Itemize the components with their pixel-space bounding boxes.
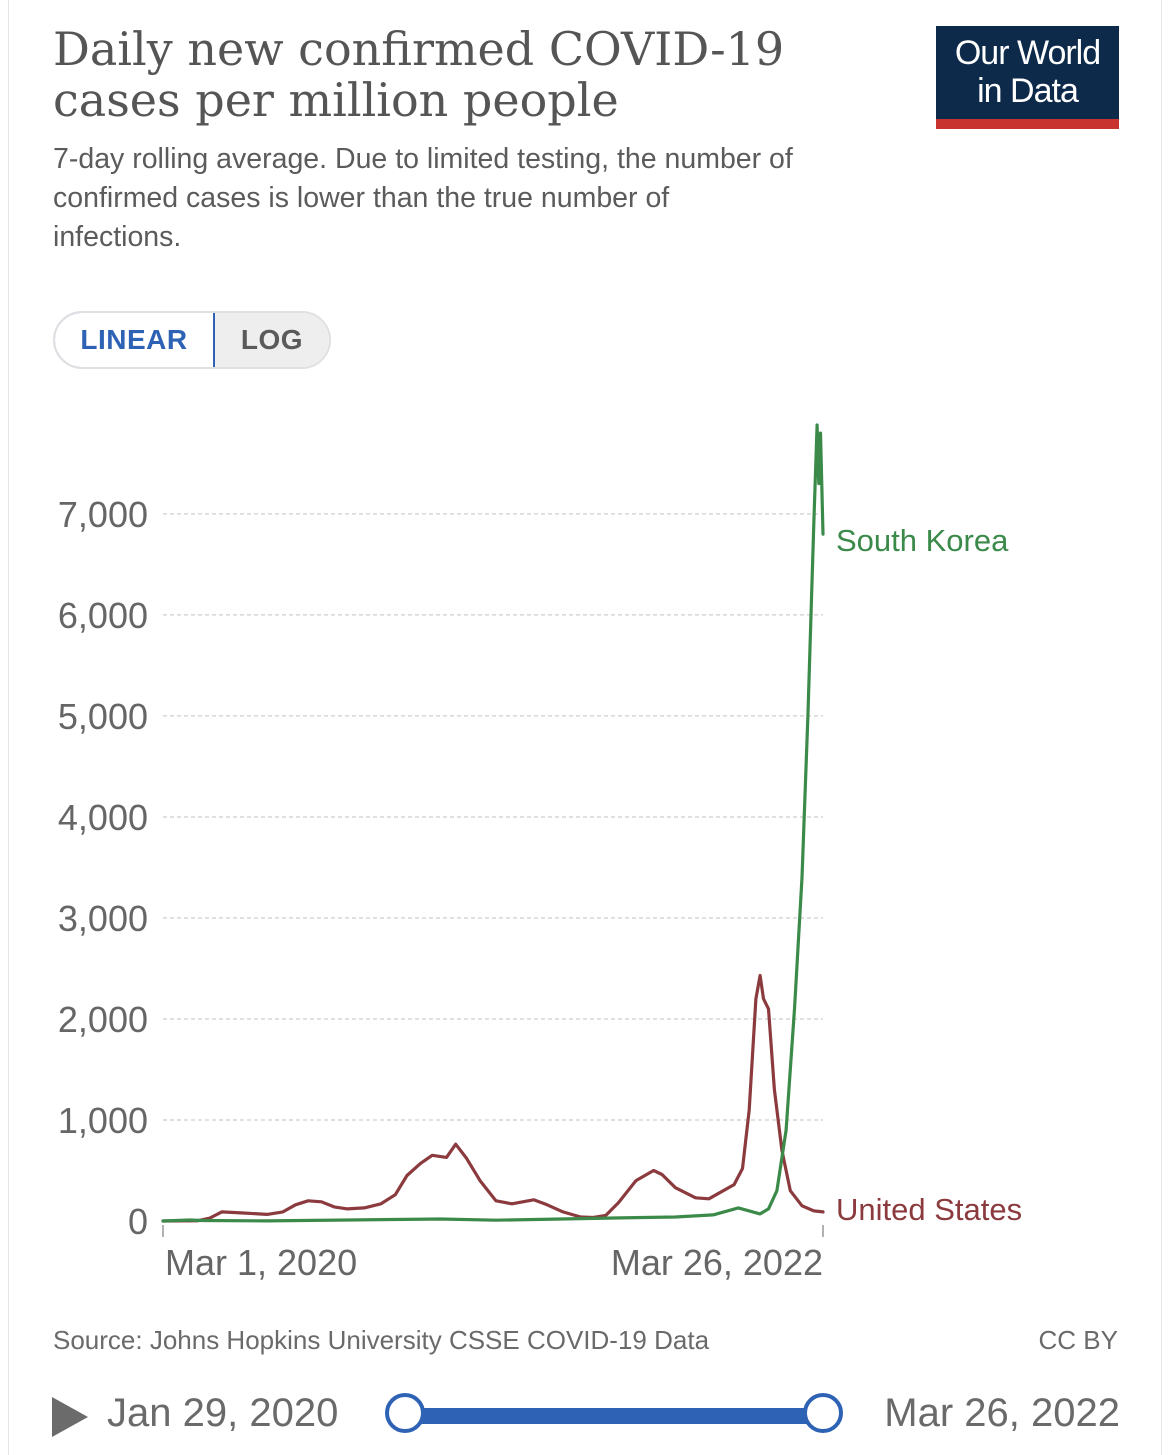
timeline-track[interactable]	[406, 1408, 824, 1424]
series-label-united-states: United States	[836, 1192, 1022, 1227]
y-tick-label: 6,000	[58, 595, 148, 636]
chart-subtitle: 7-day rolling average. Due to limited te…	[53, 143, 793, 253]
logo-text: Our World in Data	[936, 34, 1119, 110]
series-line-south-korea	[161, 423, 825, 1223]
timeline-end-label: Mar 26, 2022	[884, 1391, 1120, 1435]
timeline-end-handle[interactable]	[803, 1393, 843, 1433]
y-tick-label: 0	[128, 1201, 148, 1242]
source-note[interactable]: Source: Johns Hopkins University CSSE CO…	[53, 1325, 710, 1355]
logo-line-2: in Data	[977, 72, 1079, 110]
x-tick-label: Mar 1, 2020	[165, 1242, 357, 1283]
y-tick-label: 4,000	[58, 797, 148, 838]
y-tick-label: 7,000	[58, 494, 148, 535]
y-tick-label: 1,000	[58, 1100, 148, 1141]
play-icon[interactable]	[52, 1397, 88, 1437]
chart-frame	[8, 0, 1162, 1455]
license-label[interactable]: CC BY	[1038, 1325, 1118, 1355]
series-line-united-states	[161, 973, 825, 1223]
linear-scale-button[interactable]: LINEAR	[55, 313, 215, 367]
x-tick-label: Mar 26, 2022	[611, 1242, 823, 1283]
line-chart: 0 1,000 2,000 3,000 4,000 5,000 6,000 7,000 Mar …	[58, 423, 1022, 1283]
log-scale-button[interactable]: LOG	[215, 313, 329, 367]
logo-stripe	[936, 119, 1119, 129]
series-label-south-korea: South Korea	[836, 523, 1009, 558]
y-tick-label: 2,000	[58, 999, 148, 1040]
owid-logo[interactable]: Our World in Data	[936, 26, 1119, 129]
logo-line-1: Our World	[954, 34, 1101, 72]
scale-toggle: LINEAR LOG	[53, 311, 331, 369]
timeline-slider: Jan 29, 2020 Mar 26, 2022	[0, 1385, 1170, 1449]
timeline-start-handle[interactable]	[385, 1393, 425, 1433]
y-tick-label: 5,000	[58, 696, 148, 737]
chart-title: Daily new confirmed COVID-19 cases per m…	[53, 22, 785, 127]
timeline-start-label: Jan 29, 2020	[107, 1391, 339, 1435]
y-tick-label: 3,000	[58, 898, 148, 939]
